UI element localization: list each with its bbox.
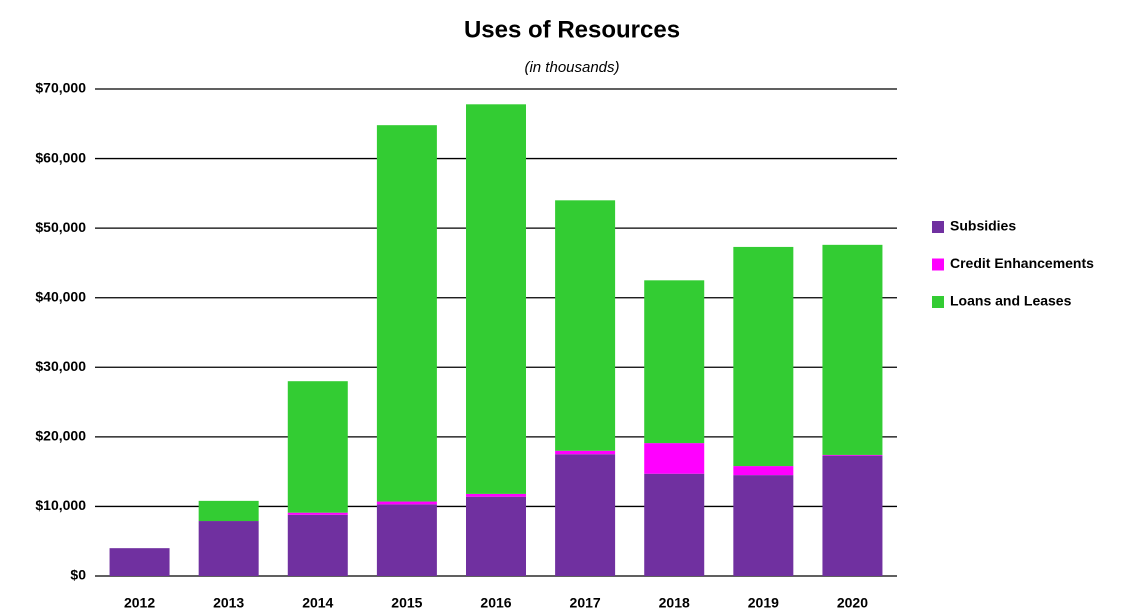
y-tick-label: $50,000: [35, 219, 86, 235]
x-tick-label: 2014: [302, 595, 333, 611]
y-tick-label: $10,000: [35, 497, 86, 513]
bar-segment: [466, 493, 526, 497]
chart-title: Uses of Resources: [464, 16, 680, 43]
bar-segment: [376, 504, 437, 576]
y-tick-label: $30,000: [35, 358, 86, 374]
y-tick-label: $20,000: [35, 428, 86, 444]
x-tick-label: 2018: [659, 595, 690, 611]
legend-swatch: [932, 221, 944, 233]
legend-label: Credit Enhancements: [950, 255, 1094, 271]
y-tick-label: $70,000: [35, 80, 86, 96]
y-tick-label: $0: [70, 567, 86, 583]
y-tick-label: $60,000: [35, 149, 86, 165]
bar-segment: [644, 473, 705, 576]
x-tick-label: 2012: [124, 595, 155, 611]
bar-segment: [198, 521, 259, 576]
x-tick-label: 2016: [480, 595, 511, 611]
bar-segment: [466, 496, 526, 576]
bar-segment: [822, 455, 883, 576]
chart-subtitle: (in thousands): [524, 59, 619, 76]
bar-segment: [376, 501, 437, 505]
x-tick-label: 2019: [748, 595, 779, 611]
bar-segment: [644, 443, 705, 474]
legend-label: Loans and Leases: [950, 293, 1072, 309]
bar-segment: [733, 466, 794, 476]
bar-segment: [109, 548, 170, 576]
bar-segment: [555, 200, 616, 451]
bar-segment: [555, 454, 616, 576]
bar-segment: [822, 244, 883, 455]
bar-segment: [555, 450, 616, 455]
y-tick-label: $40,000: [35, 288, 86, 304]
bar-segment: [376, 125, 437, 502]
bar-segment: [287, 381, 348, 513]
x-tick-label: 2013: [213, 595, 244, 611]
bar-segment: [287, 512, 348, 515]
x-tick-label: 2017: [570, 595, 601, 611]
legend-swatch: [932, 258, 944, 271]
bar-segment: [287, 514, 348, 576]
x-tick-label: 2020: [837, 595, 868, 611]
bar-segment: [822, 454, 883, 456]
bar-segment: [733, 246, 794, 467]
x-tick-label: 2015: [391, 595, 422, 611]
bar-segment: [733, 475, 794, 576]
legend-label: Subsidies: [950, 218, 1016, 234]
bar-segment: [466, 104, 526, 494]
bar-segment: [644, 280, 705, 444]
legend-swatch: [932, 296, 944, 308]
bar-segment: [198, 500, 259, 522]
